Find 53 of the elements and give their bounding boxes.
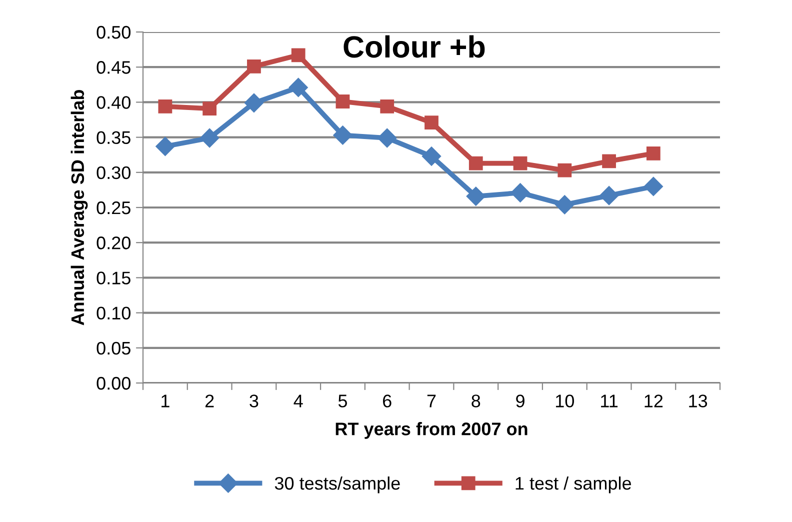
x-tick-label: 7 xyxy=(427,394,436,408)
point xyxy=(244,93,264,112)
y-tick-label: 0.40 xyxy=(96,96,130,109)
y-tick-label: 0.35 xyxy=(96,131,130,144)
y-tick-label: 0.10 xyxy=(96,306,130,320)
x-axis-title: RT years from 2007 on xyxy=(336,422,528,439)
x-tick-label: 2 xyxy=(205,394,214,408)
y-axis-title: Annual Average SD interlab xyxy=(70,90,88,326)
point xyxy=(513,156,528,170)
point xyxy=(336,94,350,108)
x-tick-label: 12 xyxy=(644,394,663,408)
x-tick-label: 3 xyxy=(250,394,258,408)
x-tick-label: 6 xyxy=(383,394,392,408)
point xyxy=(156,136,175,156)
point xyxy=(288,78,308,97)
x-tick-label: 8 xyxy=(472,394,480,408)
y-tick-label: 0.30 xyxy=(96,166,130,180)
y-tick-label: 0.00 xyxy=(96,376,130,390)
y-tick-label: 0.20 xyxy=(96,236,130,250)
point xyxy=(247,59,261,74)
y-tick-label: 0.15 xyxy=(96,272,130,284)
x-tick-label: 13 xyxy=(689,394,708,408)
x-tick-label: 9 xyxy=(516,394,524,408)
y-tick-label: 0.25 xyxy=(96,201,130,214)
point xyxy=(378,128,397,148)
point xyxy=(202,102,217,116)
point xyxy=(510,183,530,202)
y-tick-label: 0.50 xyxy=(96,26,130,39)
point xyxy=(646,146,660,160)
x-tick-label: 10 xyxy=(556,394,574,408)
point xyxy=(466,186,486,206)
legend-label: 1 test / sample xyxy=(516,476,632,494)
x-tick-label: 4 xyxy=(294,394,303,408)
point xyxy=(380,99,394,114)
point xyxy=(468,156,483,170)
y-tick-label: 0.05 xyxy=(96,342,130,355)
point xyxy=(424,116,438,130)
point xyxy=(422,146,442,166)
point xyxy=(158,99,172,114)
point xyxy=(644,176,663,196)
point xyxy=(555,195,574,214)
point xyxy=(291,48,306,62)
point xyxy=(600,186,619,206)
point xyxy=(602,154,616,168)
point xyxy=(558,163,572,178)
point xyxy=(200,128,220,148)
legend-label: 30 tests/sample xyxy=(274,476,400,494)
x-tick-label: 11 xyxy=(601,394,618,408)
x-tick-label: 5 xyxy=(338,394,347,408)
x-tick-label: 1 xyxy=(162,394,170,408)
y-tick-label: 0.45 xyxy=(96,61,130,74)
chart-title: Colour +b xyxy=(344,35,485,58)
point xyxy=(333,126,352,145)
